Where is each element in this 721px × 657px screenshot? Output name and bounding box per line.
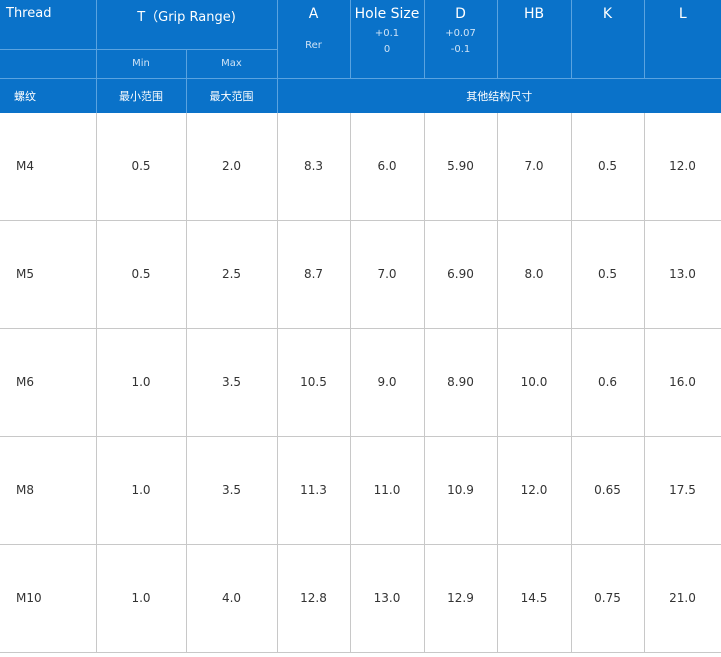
cell-hb: 14.5: [496, 544, 572, 653]
cell-thread: M4: [0, 112, 96, 221]
col-header-d: D +0.07 -0.1: [423, 0, 498, 79]
cell-k: 0.6: [570, 328, 645, 437]
cell-a: 8.7: [276, 220, 351, 329]
col-header-a: A Rer: [276, 0, 351, 79]
cell-a: 12.8: [276, 544, 351, 653]
cell-max: 3.5: [185, 328, 278, 437]
col-header-thread-cn: 螺纹: [0, 77, 96, 113]
col-header-other-cn: 其他结构尺寸: [276, 77, 721, 113]
col-header-max-cn: 最大范围: [185, 77, 278, 113]
cell-max: 2.5: [185, 220, 278, 329]
col-header-max: Max: [185, 49, 278, 79]
d-tol-lower: -0.1: [450, 44, 471, 55]
cell-l: 17.5: [643, 436, 721, 545]
cell-a: 10.5: [276, 328, 351, 437]
col-header-grip-range: T（Grip Range): [95, 0, 278, 50]
cell-k: 0.75: [570, 544, 645, 653]
hole-size-tol-upper: +0.1: [374, 28, 400, 39]
cell-l: 13.0: [643, 220, 721, 329]
col-header-a-rer: Rer: [305, 40, 322, 51]
cell-d: 8.90: [423, 328, 498, 437]
col-header-a-label: A: [308, 6, 319, 22]
cell-hole-size: 13.0: [349, 544, 425, 653]
hole-size-tol-lower: 0: [383, 44, 391, 55]
cell-d: 5.90: [423, 112, 498, 221]
col-header-min-cn: 最小范围: [95, 77, 186, 113]
col-header-min: Min: [95, 49, 186, 79]
col-header-hole-size: Hole Size +0.1 0: [349, 0, 425, 79]
col-header-l: L: [643, 0, 721, 79]
cell-k: 0.65: [570, 436, 645, 545]
cell-hole-size: 11.0: [349, 436, 425, 545]
cell-hb: 12.0: [496, 436, 572, 545]
table-row: M5 0.5 2.5 8.7 7.0 6.90 8.0 0.5 13.0: [0, 220, 721, 329]
table-row: M10 1.0 4.0 12.8 13.0 12.9 14.5 0.75 21.…: [0, 544, 721, 653]
cell-hole-size: 7.0: [349, 220, 425, 329]
header-row-chinese: 螺纹 最小范围 最大范围 其他结构尺寸: [0, 77, 721, 113]
table-row: M8 1.0 3.5 11.3 11.0 10.9 12.0 0.65 17.5: [0, 436, 721, 545]
cell-min: 1.0: [95, 436, 186, 545]
cell-l: 21.0: [643, 544, 721, 653]
col-header-hb: HB: [496, 0, 572, 79]
cell-k: 0.5: [570, 112, 645, 221]
col-header-thread: Thread: [0, 0, 96, 50]
col-header-hole-size-label: Hole Size: [354, 6, 420, 22]
cell-min: 0.5: [95, 220, 186, 329]
d-tol-upper: +0.07: [445, 28, 476, 39]
cell-thread: M10: [0, 544, 96, 653]
cell-thread: M5: [0, 220, 96, 329]
cell-d: 10.9: [423, 436, 498, 545]
cell-max: 4.0: [185, 544, 278, 653]
cell-max: 2.0: [185, 112, 278, 221]
cell-hb: 8.0: [496, 220, 572, 329]
table-row: M4 0.5 2.0 8.3 6.0 5.90 7.0 0.5 12.0: [0, 112, 721, 221]
cell-a: 8.3: [276, 112, 351, 221]
cell-max: 3.5: [185, 436, 278, 545]
col-header-thread-spacer: [0, 49, 96, 79]
cell-l: 12.0: [643, 112, 721, 221]
cell-min: 0.5: [95, 112, 186, 221]
cell-hole-size: 9.0: [349, 328, 425, 437]
col-header-d-label: D: [455, 6, 466, 22]
cell-hb: 7.0: [496, 112, 572, 221]
cell-thread: M6: [0, 328, 96, 437]
cell-hole-size: 6.0: [349, 112, 425, 221]
cell-a: 11.3: [276, 436, 351, 545]
cell-d: 6.90: [423, 220, 498, 329]
header-row-main: Thread T（Grip Range) A Rer Hole Size +0.…: [0, 0, 721, 79]
cell-hb: 10.0: [496, 328, 572, 437]
cell-min: 1.0: [95, 544, 186, 653]
cell-k: 0.5: [570, 220, 645, 329]
cell-d: 12.9: [423, 544, 498, 653]
cell-thread: M8: [0, 436, 96, 545]
cell-min: 1.0: [95, 328, 186, 437]
table-row: M6 1.0 3.5 10.5 9.0 8.90 10.0 0.6 16.0: [0, 328, 721, 437]
cell-l: 16.0: [643, 328, 721, 437]
col-header-k: K: [570, 0, 645, 79]
